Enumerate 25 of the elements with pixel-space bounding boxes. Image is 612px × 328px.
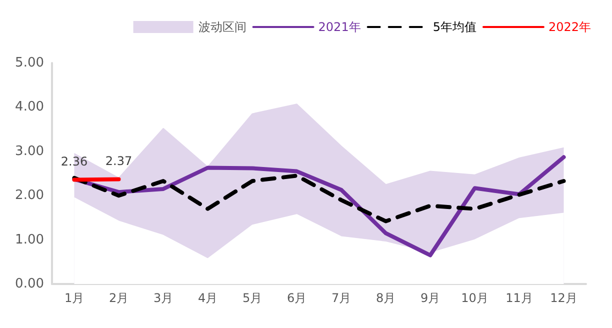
legend-label: 5年均值 [432,20,476,34]
y-tick-label: 0.00 [15,276,44,292]
x-tick-label: 4月 [198,291,218,305]
x-tick-label: 6月 [286,291,307,305]
y-tick-label: 1.00 [15,232,44,248]
legend-label: 波动区间 [198,20,246,34]
x-tick-label: 5月 [242,291,262,305]
y-tick-label: 2.00 [15,188,44,204]
line-series [72,174,566,224]
x-tick-label: 1月 [64,291,84,305]
x-tick-label: 11月 [506,291,533,305]
y-tick-label: 5.00 [15,56,44,70]
x-tick-label: 8月 [376,291,396,305]
text: 2021年 [318,20,361,34]
data-label: 2.37 [105,154,132,168]
x-tick-label: 2月 [108,291,129,305]
x-tick-label: 7月 [331,291,352,305]
x-tick-label: 3月 [153,291,174,305]
y-tick-label: 3.00 [15,144,44,159]
x-tick-label: 10月 [461,291,488,305]
data-label: 2.36 [60,154,88,169]
y-tick-label: 4.00 [15,100,44,115]
x-tick-label: 12月 [550,291,578,305]
x-tick-label: 9月 [420,291,440,305]
text: 2022年 [548,20,592,34]
